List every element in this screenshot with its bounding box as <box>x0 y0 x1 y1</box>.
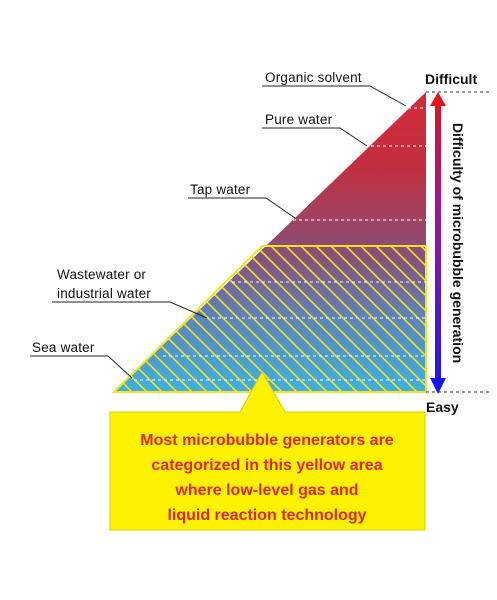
label-wastewater-line2: industrial water <box>57 286 151 301</box>
hatch-line <box>114 246 426 392</box>
hatch-line <box>114 246 426 392</box>
callout-line-2: categorized in this yellow area <box>151 457 382 474</box>
label-sea-water: Sea water <box>32 340 95 355</box>
leader-lines <box>30 85 407 379</box>
label-organic-solvent: Organic solvent <box>265 70 362 85</box>
hatch-line <box>475 0 497 600</box>
hatch-line <box>114 246 426 392</box>
hatch-line <box>114 246 426 392</box>
hatch-line <box>114 246 426 392</box>
label-pure-water: Pure water <box>265 112 333 127</box>
axis-title: Difficulty of microbubble generation <box>450 123 466 363</box>
label-wastewater-line1: Wastewater or <box>57 267 146 282</box>
axis-top-label: Difficult <box>425 71 477 87</box>
callout-box <box>109 370 426 531</box>
hatch-line <box>114 246 426 392</box>
label-tap-water: Tap water <box>190 182 251 197</box>
callout-line-3: where low-level gas and <box>174 482 358 499</box>
difficulty-arrow <box>430 92 446 394</box>
hatch-line <box>114 246 426 392</box>
callout-line-1: Most microbubble generators are <box>140 432 393 449</box>
hatch-line <box>114 246 426 392</box>
axis-bottom-label: Easy <box>426 399 459 415</box>
hatch-line <box>490 0 497 600</box>
callout-line-4: liquid reaction technology <box>167 507 366 524</box>
level-lines <box>134 107 426 381</box>
